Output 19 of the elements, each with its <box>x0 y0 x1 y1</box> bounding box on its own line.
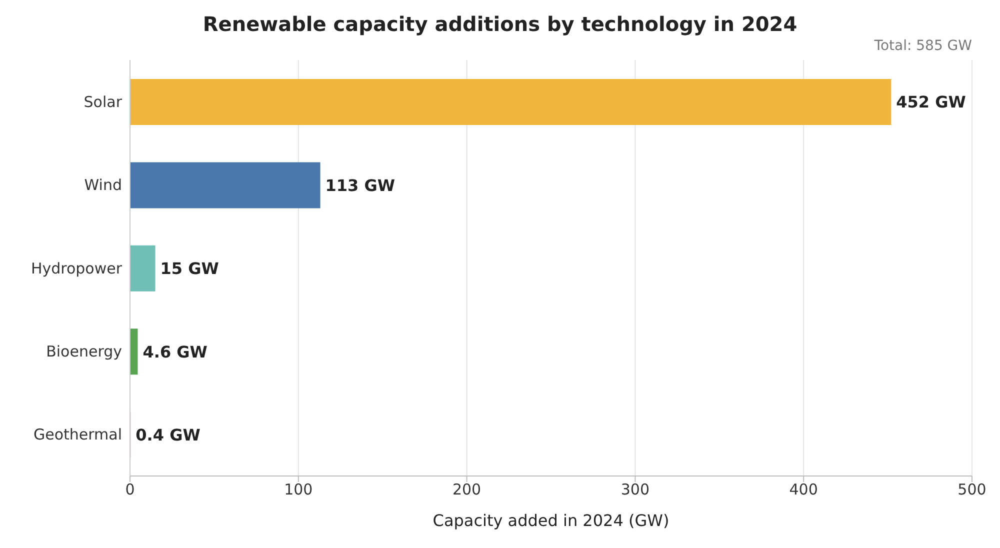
data-label: 113 GW <box>325 176 396 195</box>
y-tick-label: Wind <box>84 176 122 194</box>
x-tick-label: 0 <box>125 480 135 499</box>
data-label: 4.6 GW <box>142 342 208 362</box>
data-label: 0.4 GW <box>136 425 201 444</box>
data-label: 15 GW <box>160 259 220 278</box>
y-tick-label: Hydropower <box>30 259 123 278</box>
text: Total: 585 GW <box>874 38 972 54</box>
x-tick-label: 100 <box>284 480 313 499</box>
data-label: 452 GW <box>896 92 966 112</box>
x-axis-title: Capacity added in 2024 (GW) <box>432 511 670 530</box>
y-tick-label: Geothermal <box>33 426 122 444</box>
y-tick-label: Solar <box>84 92 123 111</box>
x-tick-label: 300 <box>620 480 650 499</box>
x-tick-label: 500 <box>958 480 986 499</box>
x-tick-label: 400 <box>789 480 818 499</box>
x-tick-label: 200 <box>452 480 482 499</box>
chart-title: Renewable capacity additions by technology in 2024 <box>202 11 798 36</box>
y-tick-label: Bioenergy <box>46 342 122 361</box>
